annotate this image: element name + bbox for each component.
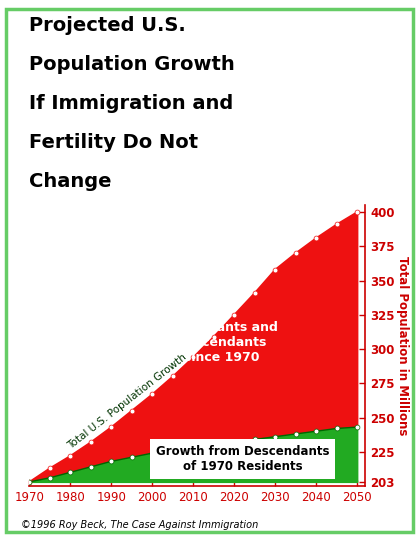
Text: Growth from Descendants
of 1970 Residents: Growth from Descendants of 1970 Resident… xyxy=(156,444,329,472)
Text: ©1996 Roy Beck, The Case Against Immigration: ©1996 Roy Beck, The Case Against Immigra… xyxy=(21,520,258,530)
Text: Total U.S. Population Growth: Total U.S. Population Growth xyxy=(66,352,189,450)
Text: Fertility Do Not: Fertility Do Not xyxy=(29,133,199,152)
Y-axis label: Total Population in Millions: Total Population in Millions xyxy=(396,256,409,435)
Text: If Immigration and: If Immigration and xyxy=(29,94,234,113)
Text: Immigrants and
Descendants
since 1970: Immigrants and Descendants since 1970 xyxy=(167,321,278,363)
Text: Projected U.S.: Projected U.S. xyxy=(29,16,186,35)
Text: Change: Change xyxy=(29,172,112,191)
Text: Population Growth: Population Growth xyxy=(29,55,235,74)
